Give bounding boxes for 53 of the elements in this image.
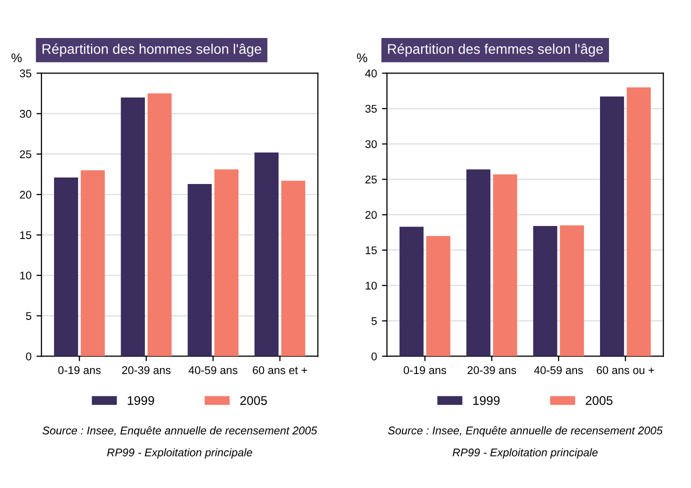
y-tick-label: 10 — [366, 282, 377, 290]
bar — [466, 169, 490, 356]
y-tick-label: 40 — [365, 69, 377, 78]
y-tick-label: 0 — [371, 352, 377, 360]
y-axis-title: % — [356, 53, 368, 62]
x-tick-label: 20-39 ans — [468, 366, 516, 374]
chart-title: Répartition des hommes selon l'âge — [42, 44, 262, 57]
bar — [148, 93, 172, 356]
bar — [400, 226, 424, 356]
y-tick-label: 30 — [365, 140, 377, 148]
legend-label: 1999 — [128, 396, 154, 405]
bar — [214, 169, 238, 356]
bar — [560, 225, 584, 356]
source-note: Source : Insee, Enquête annuelle de recensement 2005 — [388, 426, 663, 437]
y-tick-label: 25 — [20, 150, 32, 158]
bar — [54, 178, 78, 356]
x-tick-label: 0-19 ans — [58, 366, 101, 374]
x-tick-label: 60 ans et + — [252, 366, 307, 374]
bar — [80, 170, 105, 356]
bar — [533, 226, 558, 356]
y-tick-label: 20 — [20, 190, 32, 199]
bar — [281, 180, 306, 356]
y-tick-label: 35 — [20, 69, 32, 78]
legend-label: 2005 — [586, 396, 612, 405]
legend-label: 1999 — [473, 396, 500, 405]
y-tick-label: 5 — [26, 312, 32, 320]
y-tick-label: 5 — [372, 317, 377, 325]
text: RP99 - Exploitation principale — [107, 448, 252, 459]
y-axis-title: % — [11, 53, 22, 62]
bar — [254, 152, 279, 356]
bar — [600, 96, 624, 356]
x-tick-label: 40-59 ans — [188, 366, 238, 374]
x-tick-label: 40-59 ans — [534, 366, 583, 374]
y-tick-label: 0 — [26, 352, 32, 360]
source-note: Source : Insee, Enquête annuelle de recensement 2005 — [42, 426, 318, 437]
bar — [626, 87, 651, 356]
x-tick-label: 60 ans ou + — [596, 366, 654, 374]
legend-label: 2005 — [240, 396, 267, 405]
y-tick-label: 25 — [365, 176, 377, 184]
text: RP99 - Exploitation principale — [452, 448, 598, 459]
y-tick-label: 20 — [365, 210, 377, 219]
x-tick-label: 20-39 ans — [122, 366, 171, 374]
bar — [188, 184, 212, 356]
y-tick-label: 35 — [365, 104, 377, 113]
y-tick-label: 10 — [20, 272, 32, 280]
chart-title: Répartition des femmes selon l'âge — [388, 44, 603, 57]
y-tick-label: 15 — [366, 246, 377, 254]
bar — [426, 236, 450, 356]
y-tick-label: 30 — [20, 110, 32, 118]
y-tick-label: 15 — [20, 231, 32, 240]
x-tick-label: 0-19 ans — [404, 366, 446, 374]
bar — [493, 174, 518, 356]
bar — [120, 97, 145, 356]
